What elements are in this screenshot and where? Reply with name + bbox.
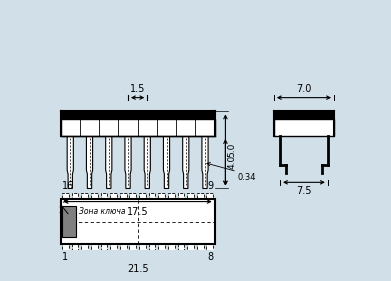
Text: 4.0: 4.0 [228,155,237,169]
Text: 21.5: 21.5 [127,264,149,274]
Bar [178,193,184,199]
Bar [61,119,215,136]
Bar [139,193,146,199]
Polygon shape [144,136,150,189]
Polygon shape [125,136,131,189]
Text: 8: 8 [207,252,213,262]
Text: 1: 1 [62,252,68,262]
Bar [62,206,75,237]
Bar [149,244,156,250]
Text: 16: 16 [62,181,74,191]
Text: Зона ключа: Зона ключа [79,207,125,216]
Polygon shape [86,136,93,189]
Bar [110,244,117,250]
Bar [187,193,194,199]
Polygon shape [163,136,170,189]
Bar [197,193,204,199]
Bar [168,193,175,199]
Bar [91,244,98,250]
Bar [81,244,88,250]
Bar [158,244,165,250]
Bar [110,193,117,199]
Text: 7.0: 7.0 [296,84,312,94]
Bar [100,193,107,199]
Bar [62,193,69,199]
Bar [168,244,175,250]
Text: 5.0: 5.0 [228,143,237,157]
Bar [129,193,136,199]
Bar [61,112,215,119]
Bar [274,112,334,119]
Bar [72,244,79,250]
Text: 9: 9 [207,181,213,191]
Bar [139,244,146,250]
Bar [120,244,127,250]
Bar [158,193,165,199]
Bar [129,244,136,250]
Bar [62,244,69,250]
Bar [100,244,107,250]
Bar [91,193,98,199]
Bar [149,193,156,199]
Polygon shape [67,136,74,189]
Text: 1.5: 1.5 [130,84,145,94]
Bar [81,193,88,199]
Text: 7.5: 7.5 [296,186,312,196]
Text: 2.5: 2.5 [58,206,73,215]
Bar [61,199,215,244]
Bar [206,244,213,250]
Bar [178,244,184,250]
Bar [120,193,127,199]
Text: 17.5: 17.5 [127,207,149,217]
Polygon shape [202,136,208,189]
Polygon shape [183,136,189,189]
Bar [72,193,79,199]
Polygon shape [106,136,112,189]
Text: 0.34: 0.34 [238,173,256,182]
Bar [187,244,194,250]
Bar [274,119,334,136]
Bar [206,193,213,199]
Bar [197,244,204,250]
